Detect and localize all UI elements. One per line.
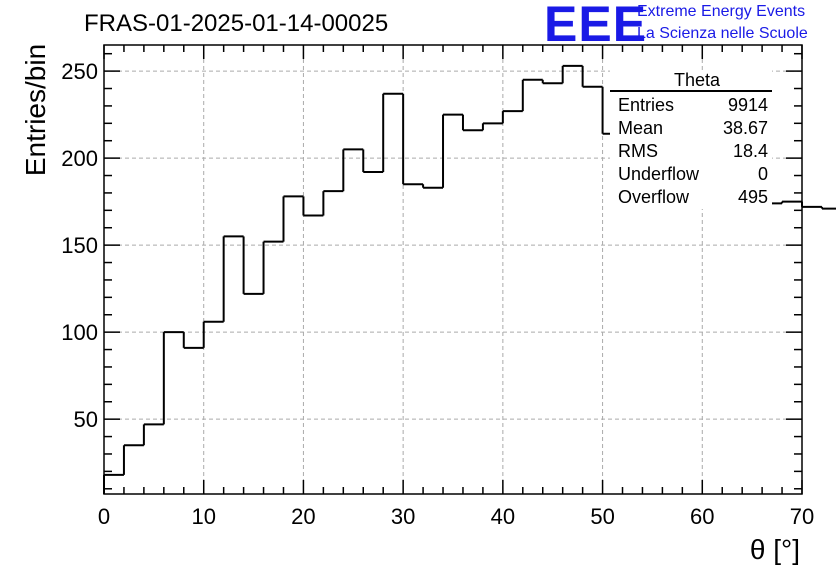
stats-row-underflow: Underflow 0	[610, 163, 772, 186]
stats-box: Theta Entries 9914 Mean 38.67 RMS 18.4 U…	[610, 70, 772, 209]
y-tick-label: 50	[74, 407, 98, 432]
tick-labels: 0 10 20 30 40 50 60 70 50 100 150 200 250	[61, 59, 814, 529]
x-tick-label: 10	[191, 504, 215, 529]
y-tick-label: 200	[61, 146, 98, 171]
x-tick-label: 70	[790, 504, 814, 529]
histogram-bin	[103, 473, 124, 494]
org-name-line1: Extreme Energy Events	[637, 3, 806, 20]
stats-separator	[610, 90, 772, 92]
histogram-bin	[122, 444, 144, 475]
stats-value: 495	[737, 187, 768, 207]
histogram-bin	[501, 110, 523, 124]
histogram-bin	[382, 92, 404, 173]
histogram-bin	[202, 320, 224, 348]
org-name-line2: La Scienza nelle Scuole	[637, 25, 808, 42]
histogram-bin	[302, 196, 324, 217]
chart-title: FRAS-01-2025-01-14-00025	[84, 10, 389, 37]
stats-row-mean: Mean 38.67	[610, 117, 772, 140]
eee-logo: EEE	[544, 0, 648, 52]
histogram-bin	[422, 184, 444, 189]
stats-row-entries: Entries 9914	[610, 94, 772, 117]
x-axis-label: θ [°]	[749, 534, 800, 565]
stats-row-overflow: Overflow 495	[610, 186, 772, 209]
stats-title: Theta	[673, 70, 721, 90]
histogram-bin	[362, 149, 384, 174]
x-tick-label: 60	[690, 504, 714, 529]
stats-value: 9914	[727, 95, 768, 115]
y-tick-label: 250	[61, 59, 98, 84]
stats-label: Entries	[618, 95, 675, 115]
x-tick-label: 30	[391, 504, 415, 529]
stats-value: 0	[757, 164, 768, 184]
y-tick-label: 100	[61, 320, 98, 345]
histogram-bin	[461, 114, 483, 132]
histogram-bin	[182, 332, 204, 349]
histogram-bin	[781, 200, 802, 204]
histogram-bin	[242, 236, 264, 295]
histogram-bin	[820, 206, 836, 210]
histogram-bin	[142, 423, 164, 446]
stats-row-rms: RMS 18.4	[610, 140, 772, 163]
histogram-bin	[402, 93, 424, 186]
histogram-bin	[162, 331, 184, 425]
histogram-bin	[541, 79, 563, 85]
histogram-bin	[521, 78, 543, 112]
plot-frame	[103, 44, 803, 495]
x-tick-label: 40	[491, 504, 515, 529]
stats-label: Mean	[618, 118, 664, 138]
histogram-bin	[342, 148, 364, 192]
axis-ticks	[103, 45, 803, 494]
histogram-bin	[481, 122, 503, 131]
y-axis-label: Entries/bin	[20, 43, 51, 177]
histogram-bin	[262, 240, 284, 294]
stats-label: Overflow	[618, 187, 690, 207]
histogram-bin	[282, 195, 304, 242]
x-tick-label: 20	[291, 504, 315, 529]
histogram-bin	[801, 201, 822, 208]
y-tick-label: 150	[61, 233, 98, 258]
histogram-bin	[322, 190, 344, 216]
histogram-bin	[581, 65, 603, 88]
histogram-bin	[222, 235, 244, 322]
stats-label: RMS	[618, 141, 658, 161]
x-tick-label: 0	[98, 504, 110, 529]
x-tick-label: 50	[590, 504, 614, 529]
histogram-bin	[442, 113, 463, 188]
histogram-bin	[561, 64, 583, 84]
stats-value: 18.4	[732, 141, 768, 161]
stats-value: 38.67	[722, 118, 768, 138]
stats-label: Underflow	[618, 164, 700, 184]
